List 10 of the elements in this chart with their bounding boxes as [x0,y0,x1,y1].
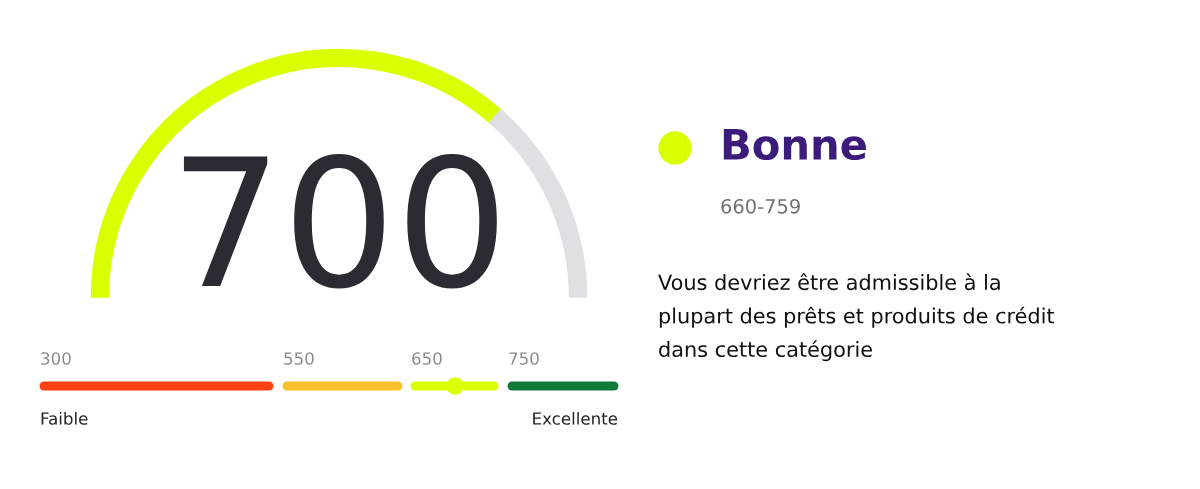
text: 660-759 [721,198,800,214]
category-label: 650 [412,352,442,365]
category-label: 550 [284,352,314,365]
text: Excellente [533,411,618,425]
text: Vous devriez être admissible à la plupart des prêts et produits de crédit dans cette catégorie [658,273,1055,362]
text: Faible [41,411,88,425]
text: Bonne [723,129,866,161]
category-label: 750 [509,352,539,365]
text: 700 [183,154,497,289]
category-label: 300 [41,352,71,365]
